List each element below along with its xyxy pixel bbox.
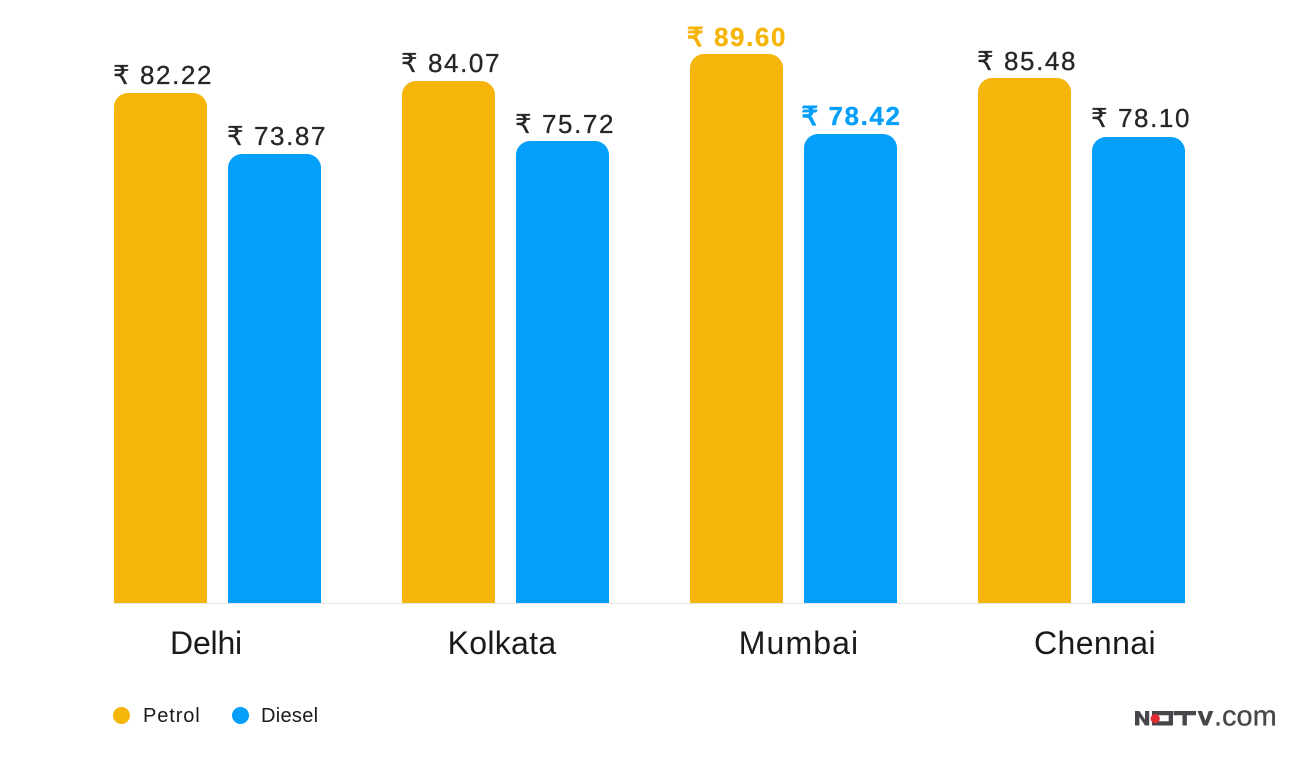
svg-text:.com: .com — [1214, 702, 1277, 733]
